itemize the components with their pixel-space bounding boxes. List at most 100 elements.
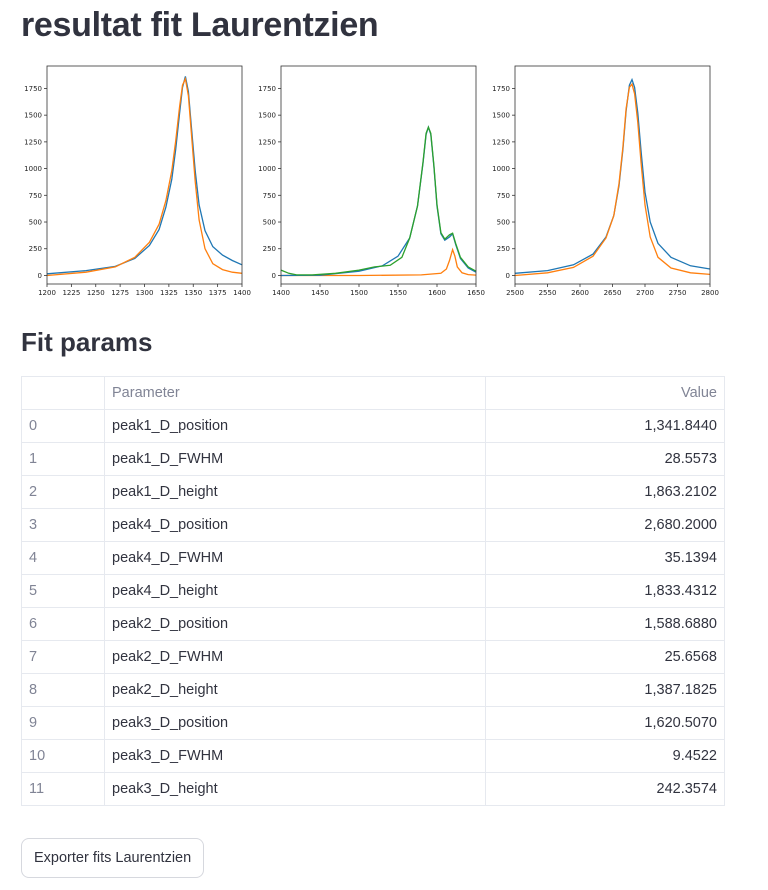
y-tick-label: 250 [29,245,42,253]
row-index-cell: 2 [21,475,105,509]
value-cell: 35.1394 [485,541,725,575]
table-row: 8 peak2_D_height 1,387.1825 [21,673,725,707]
parameter-header[interactable]: Parameter [104,376,486,410]
y-tick-label: 500 [497,219,510,227]
row-index-cell: 9 [21,706,105,740]
x-tick-label: 2700 [636,289,654,297]
value-cell: 242.3574 [485,772,725,806]
y-tick-label: 1500 [492,112,510,120]
row-index-cell: 1 [21,442,105,476]
y-tick-label: 1750 [258,85,276,93]
row-index-cell: 6 [21,607,105,641]
x-tick-label: 1325 [160,289,178,297]
value-cell: 1,833.4312 [485,574,725,608]
table-row: 3 peak4_D_position 2,680.2000 [21,508,725,542]
row-index-cell: 7 [21,640,105,674]
row-index-cell: 8 [21,673,105,707]
y-tick-label: 1250 [258,138,276,146]
x-tick-label: 2800 [701,289,719,297]
x-tick-label: 1400 [233,289,251,297]
x-tick-label: 1550 [389,289,407,297]
table-row: 6 peak2_D_position 1,588.6880 [21,607,725,641]
series-line-1 [280,125,477,277]
series-line-1 [514,82,711,277]
y-tick-label: 0 [38,272,42,280]
value-cell: 1,341.8440 [485,409,725,443]
y-tick-label: 1000 [492,165,510,173]
y-tick-label: 1000 [258,165,276,173]
value-cell: 28.5573 [485,442,725,476]
x-tick-label: 1300 [136,289,154,297]
row-index-cell: 4 [21,541,105,575]
parameter-cell: peak2_D_FWHM [104,640,486,674]
series-line-0 [281,247,477,277]
value-cell: 25.6568 [485,640,725,674]
y-tick-label: 0 [506,272,510,280]
y-tick-label: 750 [497,192,510,200]
y-tick-label: 1500 [258,112,276,120]
table-row: 2 peak1_D_height 1,863.2102 [21,475,725,509]
y-tick-label: 1250 [24,138,42,146]
x-tick-label: 1200 [38,289,56,297]
x-tick-label: 1400 [272,289,290,297]
y-tick-label: 1250 [492,138,510,146]
x-tick-label: 1350 [184,289,202,297]
fit-params-table[interactable]: Parameter Value 0 peak1_D_position 1,341.8… [21,376,725,806]
row-index-cell: 0 [21,409,105,443]
value-cell: 1,863.2102 [485,475,725,509]
value-header[interactable]: Value [485,376,725,410]
table-row: 5 peak4_D_height 1,833.4312 [21,574,725,608]
table-row: 4 peak4_D_FWHM 35.1394 [21,541,725,575]
table-row: 7 peak2_D_FWHM 25.6568 [21,640,725,674]
row-index-cell: 11 [21,772,105,806]
parameter-cell: peak1_D_position [104,409,486,443]
y-tick-label: 750 [29,192,42,200]
fit-plots: 1200 1225 1250 1275 1300 1325 1350 1375 1400 0 250… [20,58,722,303]
series-line-0 [46,76,243,275]
table-row: 11 peak3_D_height 242.3574 [21,772,725,806]
parameter-cell: peak1_D_height [104,475,486,509]
y-tick-label: 1500 [24,112,42,120]
parameter-cell: peak3_D_FWHM [104,739,486,773]
x-tick-label: 1225 [62,289,80,297]
series-line-2 [280,125,477,276]
y-tick-label: 750 [263,192,276,200]
value-cell: 9.4522 [485,739,725,773]
plot-frame [280,65,477,285]
table-row: 10 peak3_D_FWHM 9.4522 [21,739,725,773]
plot-frame [514,65,711,285]
parameter-cell: peak4_D_position [104,508,486,542]
x-tick-label: 1375 [209,289,227,297]
x-tick-label: 1450 [311,289,329,297]
x-tick-label: 2500 [506,289,524,297]
value-cell: 1,588.6880 [485,607,725,641]
x-tick-label: 1500 [350,289,368,297]
row-index-cell: 3 [21,508,105,542]
y-tick-label: 250 [263,245,276,253]
x-tick-label: 1650 [467,289,485,297]
value-cell: 1,620.5070 [485,706,725,740]
index-header [21,376,105,410]
row-index-cell: 10 [21,739,105,773]
x-tick-label: 1275 [111,289,129,297]
parameter-cell: peak4_D_height [104,574,486,608]
fit-plot-peak1: 1200 1225 1250 1275 1300 1325 1350 1375 1400 0 250… [24,65,251,297]
y-tick-label: 500 [29,219,42,227]
table-header-row: Parameter Value [21,376,725,410]
parameter-cell: peak3_D_height [104,772,486,806]
export-fits-button[interactable]: Exporter fits Laurentzien [21,838,205,878]
x-tick-label: 1600 [428,289,446,297]
parameter-cell: peak2_D_height [104,673,486,707]
x-tick-label: 2600 [571,289,589,297]
row-index-cell: 5 [21,574,105,608]
fit-plot-peak4: 2500 2550 2600 2650 2700 2750 2800 0 250 500 750 10… [492,65,719,297]
x-tick-label: 1250 [87,289,105,297]
y-tick-label: 1750 [24,85,42,93]
y-tick-label: 1750 [492,85,510,93]
value-cell: 2,680.2000 [485,508,725,542]
y-tick-label: 1000 [24,165,42,173]
parameter-cell: peak2_D_position [104,607,486,641]
value-cell: 1,387.1825 [485,673,725,707]
x-tick-label: 2750 [669,289,687,297]
fit-params-heading: Fit params [21,327,153,357]
